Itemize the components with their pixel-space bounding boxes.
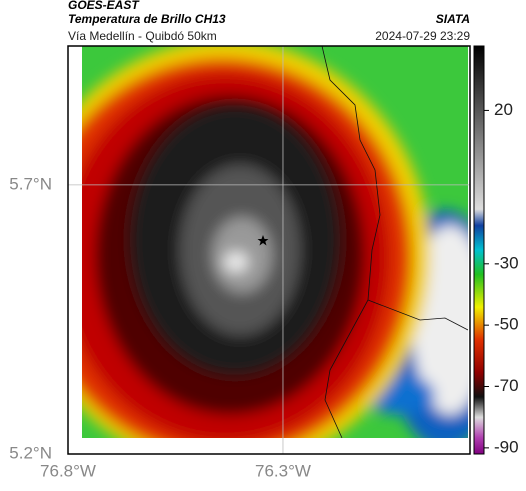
lon-label: 76.3°W	[255, 461, 311, 480]
location-star	[257, 235, 269, 246]
subtitle: Vía Medellín - Quibdó 50km	[68, 29, 217, 43]
map-frame	[67, 45, 471, 455]
title: Temperatura de Brillo CH13	[68, 12, 226, 26]
colorbar-label: -70	[494, 376, 519, 395]
lon-label: 76.8°W	[40, 461, 96, 480]
colorbar-label: 20	[494, 100, 513, 119]
colorbar	[473, 45, 485, 455]
source: GOES-EAST	[68, 0, 140, 12]
datetime: 2024-07-29 23:29	[375, 29, 470, 43]
colorbar-label: -90	[494, 437, 519, 456]
colorbar-label: -30	[494, 253, 519, 272]
colorbar-label: -50	[494, 315, 519, 334]
cloud-top	[224, 252, 248, 272]
cloud-field	[82, 46, 468, 438]
satellite-image	[82, 46, 468, 438]
brand: SIATA	[436, 12, 470, 26]
border	[367, 299, 468, 331]
lat-label: 5.2°N	[9, 443, 52, 462]
border	[321, 46, 381, 438]
lat-label: 5.7°N	[9, 174, 52, 193]
